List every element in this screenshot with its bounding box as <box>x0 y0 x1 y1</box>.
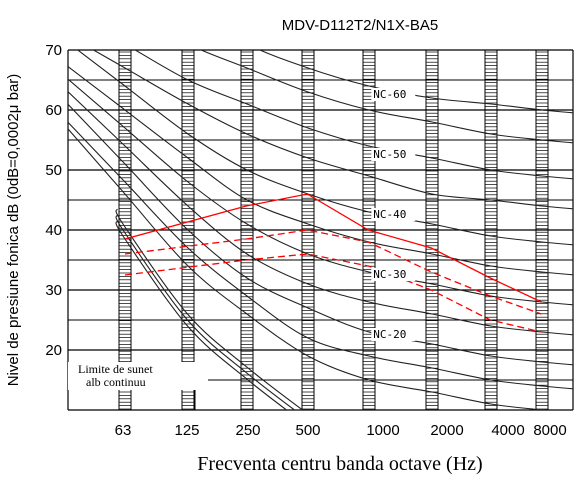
nc-label: NC-30 <box>373 268 406 281</box>
nc-curve <box>68 78 573 306</box>
measured-series-3 <box>124 253 542 333</box>
white-noise-annotation: Limite de sunet alb continuu <box>68 362 208 390</box>
y-tick-label: 50 <box>45 162 62 179</box>
nc-curve-labels: NC-60 NC-50 NC-40 NC-30 NC-20 <box>371 88 416 341</box>
nc-label: NC-60 <box>373 88 406 101</box>
y-tick-label: 70 <box>45 42 62 59</box>
nc-label: NC-20 <box>373 328 406 341</box>
nc-label-bg <box>371 208 416 221</box>
annotation-line-1: Limite de sunet <box>78 362 153 376</box>
nc-curve <box>134 50 573 180</box>
nc-curve <box>76 50 573 246</box>
nc-curve <box>68 91 573 336</box>
y-tick-label: 60 <box>45 102 62 119</box>
nc-label-bg <box>371 148 416 161</box>
annotation-background <box>68 362 208 390</box>
nc-curve <box>199 50 573 144</box>
y-tick-labels: 20 30 40 50 60 70 <box>45 42 62 359</box>
nc-label-bg <box>371 268 416 281</box>
white-noise-curve <box>115 214 296 410</box>
nc-label-bg <box>371 328 416 341</box>
x-tick-labels: 63 125 250 500 1000 2000 4000 8000 <box>115 422 567 439</box>
x-tick-label: 2000 <box>430 422 463 439</box>
y-tick-label: 30 <box>45 282 62 299</box>
chart-title: MDV-D112T2/N1X-BA5 <box>282 17 438 34</box>
y-tick-label: 20 <box>45 342 62 359</box>
x-tick-label: 63 <box>115 422 132 439</box>
x-tick-label: 1000 <box>366 422 399 439</box>
x-tick-label: 4000 <box>491 422 524 439</box>
x-tick-label: 125 <box>174 422 199 439</box>
nc-curve <box>68 122 573 390</box>
nc-curve <box>68 104 573 366</box>
nc-curves <box>68 50 573 410</box>
x-tick-label: 8000 <box>533 422 566 439</box>
measured-series-1 <box>124 193 542 303</box>
white-noise-curve <box>115 220 288 410</box>
nc-curve <box>92 50 573 210</box>
measured-series <box>124 193 542 333</box>
nc-curve <box>68 66 573 276</box>
nc-label-bg <box>371 88 416 101</box>
white-noise-limit-curves <box>115 208 304 410</box>
white-noise-curve <box>115 208 304 410</box>
x-tick-label: 500 <box>295 422 320 439</box>
annotation-line-2: alb continuu <box>86 375 146 389</box>
y-tick-label: 40 <box>45 222 62 239</box>
x-axis-label: Frecventa centru banda octave (Hz) <box>197 453 482 475</box>
y-axis-label: Nivel de presiune fonica dB (0dB=0,0002μ… <box>5 74 22 387</box>
x-tick-label: 250 <box>235 422 260 439</box>
nc-curve <box>258 50 573 114</box>
measured-series-2 <box>124 229 542 315</box>
nc-label: NC-40 <box>373 208 406 221</box>
nc-curve <box>68 128 548 410</box>
nc-label: NC-50 <box>373 148 406 161</box>
